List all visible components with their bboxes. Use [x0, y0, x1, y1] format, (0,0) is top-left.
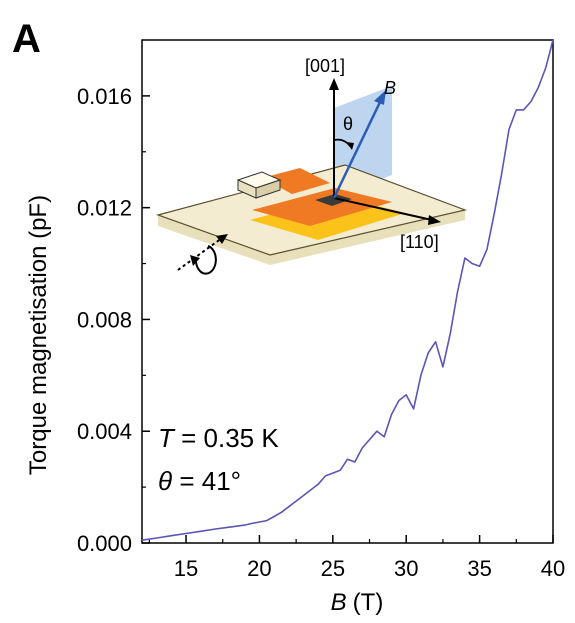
plate-edge-side	[270, 210, 465, 265]
x-tick-label: 30	[394, 556, 418, 581]
y-tick-label: 0.008	[77, 307, 132, 332]
temperature-annotation: T = 0.35 K	[158, 423, 279, 453]
orange-pad	[252, 188, 392, 226]
axis-001-label: [001]	[305, 56, 345, 76]
x-tick-label: 25	[321, 556, 345, 581]
axis-110-arrow	[333, 197, 433, 221]
orange-strip	[262, 168, 330, 194]
temperature-var: T	[158, 423, 176, 453]
rotation-arrow-head	[190, 255, 200, 266]
y-tick-label: 0.004	[77, 419, 132, 444]
x-axis-label: B (T)	[331, 589, 384, 616]
y-axis-label: Torque magnetisation (pF)	[25, 195, 52, 475]
y-tick-label: 0.000	[77, 531, 132, 556]
plot-area: 15 20 25 30 35 40 0.000 0.004 0.008 0.012 0.016	[77, 39, 565, 581]
block-front	[255, 179, 281, 199]
sample	[315, 194, 352, 206]
field-b-label: B	[384, 78, 396, 98]
series-line	[141, 39, 554, 541]
plate-edge-front	[158, 215, 270, 265]
angle-value: = 41°	[172, 466, 241, 496]
angle-var: θ	[158, 466, 172, 496]
axis-110-label: [110]	[400, 232, 439, 252]
angle-annotation: θ = 41°	[158, 466, 241, 496]
y-ticks: 0.000 0.004 0.008 0.012 0.016	[77, 84, 150, 556]
axis-110-arrowhead	[428, 215, 441, 225]
field-b-arrow	[332, 99, 383, 199]
x-tick-label: 20	[247, 556, 271, 581]
x-tick-label: 40	[541, 556, 565, 581]
rotation-arrow-icon	[195, 245, 217, 275]
x-tick-label: 35	[467, 556, 491, 581]
x-ticks: 15 20 25 30 35 40	[148, 535, 565, 581]
axis-001-arrowhead	[329, 78, 339, 90]
panel-label: A	[12, 17, 41, 61]
temperature-value: = 0.35 K	[174, 423, 279, 453]
field-b-arrowhead	[374, 90, 386, 105]
x-tick-label: 15	[174, 556, 198, 581]
x-axis-label-unit: (T)	[353, 589, 384, 616]
x-axis-label-var: B	[331, 589, 347, 616]
inset-schematic: [001] [110] B θ	[155, 56, 468, 275]
plot-frame	[141, 39, 554, 544]
theta-label: θ	[343, 114, 353, 134]
rotation-axis-arrowhead	[216, 234, 228, 244]
y-tick-label: 0.016	[77, 84, 132, 109]
y-tick-label: 0.012	[77, 196, 132, 221]
theta-arc-head	[346, 142, 354, 150]
